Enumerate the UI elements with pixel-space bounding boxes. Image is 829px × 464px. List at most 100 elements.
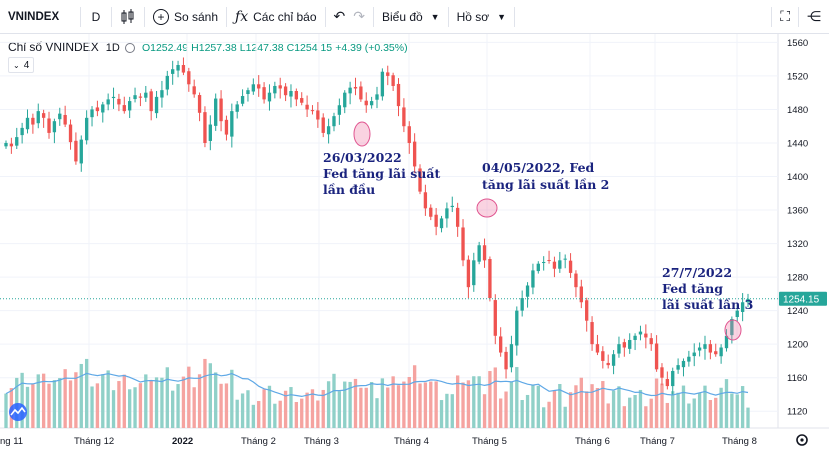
volume-bar bbox=[149, 380, 153, 428]
volume-bar bbox=[192, 387, 196, 428]
eye-icon[interactable] bbox=[124, 43, 135, 54]
indicators-label: Các chỉ báo bbox=[253, 9, 317, 24]
annotation-date: 04/05/2022, Fed bbox=[482, 160, 595, 175]
candle-body bbox=[278, 85, 282, 89]
volume-bar bbox=[622, 406, 627, 428]
volume-bar bbox=[671, 391, 675, 428]
annotation-text: lần đầu bbox=[323, 182, 375, 197]
toolbar-separator bbox=[144, 6, 145, 27]
volume-bar bbox=[214, 372, 218, 428]
profile-button[interactable]: Hồ sơ ▼ bbox=[449, 0, 514, 34]
candle-body bbox=[316, 110, 320, 120]
volume-bar bbox=[585, 391, 589, 428]
candle-body bbox=[208, 124, 212, 141]
candle-body bbox=[127, 101, 132, 111]
candle-body bbox=[439, 218, 444, 229]
annotation-text: tăng lãi suất lần 2 bbox=[482, 177, 609, 192]
volume-bar bbox=[176, 384, 180, 428]
volume-bar bbox=[472, 376, 476, 428]
volume-bar bbox=[343, 381, 347, 428]
candle-body bbox=[337, 105, 342, 115]
volume-bar bbox=[106, 370, 110, 428]
candle-body bbox=[31, 117, 35, 125]
x-tick-label: Tháng 8 bbox=[722, 436, 757, 447]
volume-bar bbox=[251, 404, 256, 428]
screenshot-button[interactable]: ⋲ bbox=[799, 0, 829, 34]
fullscreen-button[interactable]: ⛶ bbox=[772, 0, 798, 34]
chart-type-button[interactable]: Biểu đồ ▼ bbox=[374, 0, 448, 34]
volume-bar bbox=[294, 402, 299, 428]
volume-bar bbox=[181, 376, 186, 428]
volume-bar bbox=[262, 389, 266, 428]
indicator-count: 4 bbox=[23, 59, 30, 71]
time-axis[interactable]: ng 11 Tháng 12 2022 Tháng 2 Tháng 3 Tháng 4 Th… bbox=[0, 436, 757, 447]
y-tick-label: 1120 bbox=[787, 407, 807, 418]
candle-body bbox=[396, 83, 401, 107]
highlight-marker bbox=[724, 319, 742, 341]
candle-body bbox=[724, 335, 729, 349]
candle-body bbox=[63, 114, 67, 125]
compare-button[interactable]: + So sánh bbox=[145, 0, 226, 34]
volume-bar bbox=[359, 387, 363, 428]
candle-body bbox=[525, 285, 530, 297]
candle-body bbox=[622, 342, 627, 348]
y-tick-label: 1560 bbox=[787, 38, 808, 49]
candle-body bbox=[74, 140, 78, 162]
candle-body bbox=[482, 245, 487, 261]
chart-type-label: Biểu đồ bbox=[381, 9, 423, 24]
toolbar-separator bbox=[372, 6, 374, 27]
candle-body bbox=[708, 344, 713, 353]
candle-body bbox=[251, 84, 256, 92]
volume-bar bbox=[536, 385, 540, 428]
candle-body bbox=[246, 90, 250, 95]
volume-bar bbox=[509, 381, 514, 428]
volume-bar bbox=[423, 382, 428, 428]
volume-bar bbox=[224, 383, 229, 428]
candles-style-button[interactable] bbox=[112, 0, 144, 34]
candle-body bbox=[391, 75, 395, 86]
volume-bar bbox=[601, 381, 605, 428]
candle-body bbox=[84, 117, 89, 141]
price-axis[interactable]: 1560 1520 1480 1440 1400 1360 1320 1280 1240 1200… bbox=[787, 38, 808, 418]
volume-bar bbox=[606, 403, 610, 428]
candle-body bbox=[144, 92, 148, 98]
candle-body bbox=[25, 117, 30, 130]
volume-bar bbox=[450, 394, 454, 428]
candle-body bbox=[579, 286, 583, 303]
candle-body bbox=[181, 65, 186, 73]
interval-button[interactable]: D bbox=[91, 9, 101, 24]
settings-button[interactable] bbox=[796, 434, 808, 446]
volume-bar bbox=[746, 407, 750, 428]
indicators-button[interactable]: ƒx Các chỉ báo bbox=[227, 0, 324, 34]
gear-icon bbox=[796, 434, 808, 446]
toolbar-separator bbox=[447, 6, 449, 27]
volume-bar bbox=[676, 392, 680, 428]
volume-bar bbox=[703, 385, 707, 428]
volume-bar bbox=[47, 383, 51, 428]
volume-bar bbox=[208, 363, 212, 428]
redo-button[interactable]: ↷ bbox=[353, 0, 373, 34]
volume-bar bbox=[429, 381, 433, 428]
annotation-date: 27/7/2022 bbox=[662, 265, 732, 280]
candlestick-icon bbox=[121, 8, 134, 24]
volume-bar bbox=[633, 395, 637, 428]
candle-body bbox=[4, 142, 8, 147]
indicators-toggle[interactable]: ⌄ 4 bbox=[8, 57, 35, 73]
volume-bar bbox=[488, 371, 492, 428]
volume-bar bbox=[364, 387, 368, 428]
undo-button[interactable]: ↶ bbox=[326, 0, 354, 34]
volume-bar bbox=[31, 384, 35, 428]
tradingview-logo[interactable] bbox=[9, 403, 27, 421]
candle-body bbox=[9, 143, 14, 147]
x-tick-label: Tháng 7 bbox=[640, 436, 675, 447]
volume-bar bbox=[439, 400, 444, 428]
y-tick-label: 1200 bbox=[787, 340, 808, 351]
candle-body bbox=[498, 336, 503, 353]
volume-bar bbox=[547, 401, 551, 428]
symbol-search[interactable]: VNINDEX bbox=[8, 10, 60, 23]
volume-bar bbox=[138, 383, 143, 428]
candle-body bbox=[735, 310, 739, 318]
candle-body bbox=[719, 347, 723, 357]
annotation-text: Fed tăng bbox=[662, 281, 723, 296]
